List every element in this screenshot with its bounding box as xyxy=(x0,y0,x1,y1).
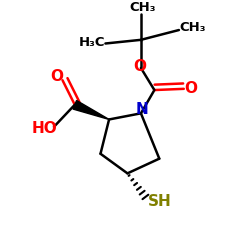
Text: O: O xyxy=(50,69,63,84)
Text: H₃C: H₃C xyxy=(79,36,105,49)
Text: CH₃: CH₃ xyxy=(179,20,206,34)
Text: N: N xyxy=(136,102,148,117)
Text: O: O xyxy=(184,81,197,96)
Text: O: O xyxy=(133,59,146,74)
Text: CH₃: CH₃ xyxy=(129,2,156,15)
Text: SH: SH xyxy=(148,194,171,209)
Polygon shape xyxy=(73,100,109,119)
Text: HO: HO xyxy=(31,120,57,136)
